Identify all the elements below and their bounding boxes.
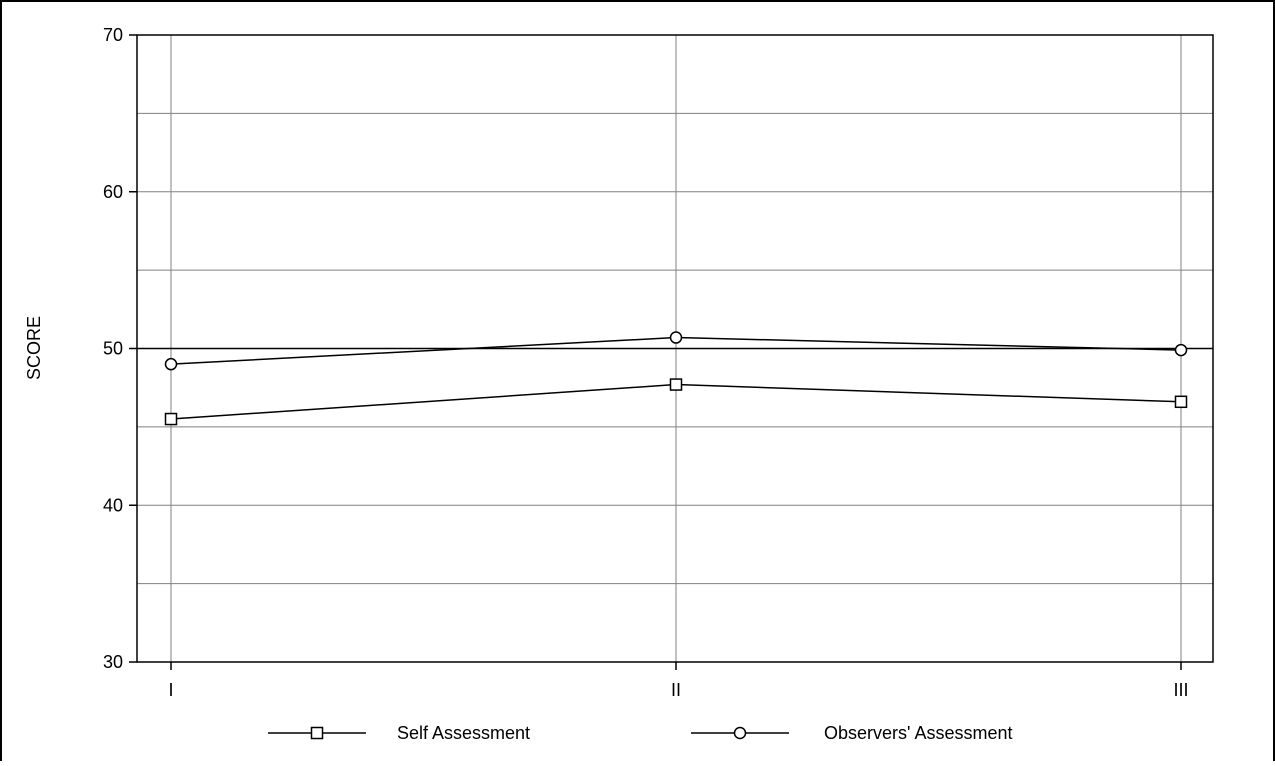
data-point-square — [669, 378, 683, 391]
y-tick-label: 40 — [103, 495, 123, 515]
x-tick-label: II — [671, 680, 681, 700]
data-point-square — [1174, 395, 1188, 409]
legend: Self Assessment Observers' Assessment — [268, 723, 1013, 743]
legend-label: Observers' Assessment — [824, 723, 1013, 743]
series-observers-assessment — [164, 331, 1188, 371]
data-point-circle — [164, 357, 178, 371]
data-point-square — [164, 412, 178, 426]
legend-item: Observers' Assessment — [691, 723, 1013, 743]
legend-marker-square — [310, 726, 324, 740]
legend-label: Self Assessment — [397, 723, 530, 743]
series-self-assessment — [164, 378, 1188, 426]
data-point-circle — [1174, 343, 1188, 357]
y-tick-label: 70 — [103, 25, 123, 45]
x-tick-label: I — [168, 680, 173, 700]
y-tick-label: 30 — [103, 652, 123, 672]
y-tick-label: 50 — [103, 339, 123, 359]
data-point-circle — [669, 331, 683, 344]
x-tick-label: III — [1173, 680, 1188, 700]
legend-item: Self Assessment — [268, 723, 530, 743]
legend-marker-circle — [733, 726, 747, 740]
y-tick-label: 60 — [103, 182, 123, 202]
y-axis-label: SCORE — [24, 316, 44, 380]
series-lines — [164, 331, 1188, 426]
